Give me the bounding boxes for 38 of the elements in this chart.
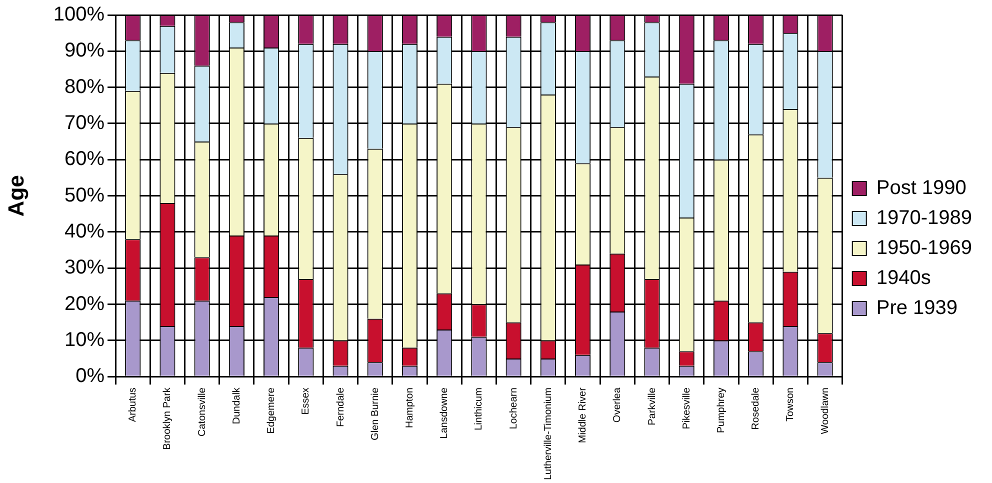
legend-label: 1940s: [876, 267, 931, 290]
x-tick-label: Dundalk: [231, 386, 242, 424]
legend-label: 1950-1969: [876, 237, 972, 260]
y-tick-label: 20%: [64, 292, 105, 315]
legend-label: Pre 1939: [876, 297, 958, 320]
y-tick-label: 70%: [64, 112, 105, 134]
x-tick-label: Edgemere: [266, 387, 278, 434]
x-tick-label: Lutherville-Timonium: [542, 388, 554, 480]
x-tick-label: Overlea: [612, 387, 624, 423]
x-tick-label: Lochearn: [508, 388, 520, 430]
x-tick-label: Rosedale: [750, 387, 762, 430]
x-tick-label: Arbutus: [128, 388, 139, 422]
x-tick-label: Woodlawn: [820, 388, 831, 434]
x-tick-label: Linthicum: [474, 388, 485, 430]
y-tick-label: 80%: [64, 76, 105, 98]
x-tick-label: Pumphrey: [716, 388, 727, 434]
x-tick-label: Ferndale: [335, 387, 346, 428]
x-tick-label: Essex: [300, 388, 312, 415]
x-tick-label: Middle River: [578, 386, 589, 444]
legend-label: 1970-1989: [876, 207, 972, 230]
x-tick-label: Towson: [785, 388, 796, 422]
x-tick-label: Catonsville: [196, 387, 208, 436]
y-tick-label: 0%: [76, 365, 105, 388]
x-tick-label: Pikesville: [681, 387, 692, 430]
x-tick-label: Lansdowne: [439, 387, 450, 439]
legend-label: Post 1990: [876, 177, 966, 200]
y-axis-title: Age: [3, 175, 28, 217]
y-tick-label: 90%: [64, 40, 105, 62]
y-tick-label: 50%: [64, 184, 105, 206]
x-tick-label: Hampton: [404, 388, 416, 428]
y-tick-label: 100%: [53, 4, 105, 26]
y-tick-label: 40%: [64, 220, 105, 242]
y-tick-label: 30%: [64, 256, 105, 279]
x-tick-label: Glen Burnie: [370, 387, 381, 440]
y-tick-label: 60%: [64, 148, 105, 170]
y-tick-label: 10%: [64, 328, 105, 351]
x-tick-label: Parkville: [646, 387, 658, 426]
x-tick-label: Brooklyn Park: [162, 386, 174, 450]
